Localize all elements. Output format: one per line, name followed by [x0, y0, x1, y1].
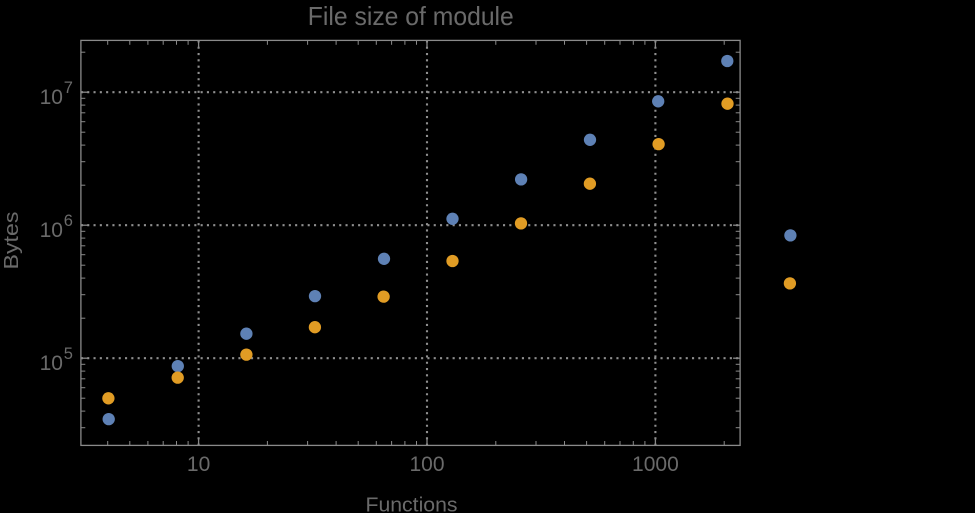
svg-text:Functions: Functions — [366, 494, 458, 513]
svg-text:Bytes: Bytes — [1, 212, 23, 270]
svg-text:File size of module: File size of module — [308, 1, 514, 31]
svg-text:1000: 1000 — [632, 453, 679, 476]
svg-text:10: 10 — [187, 453, 210, 476]
svg-text:100: 100 — [409, 453, 444, 476]
